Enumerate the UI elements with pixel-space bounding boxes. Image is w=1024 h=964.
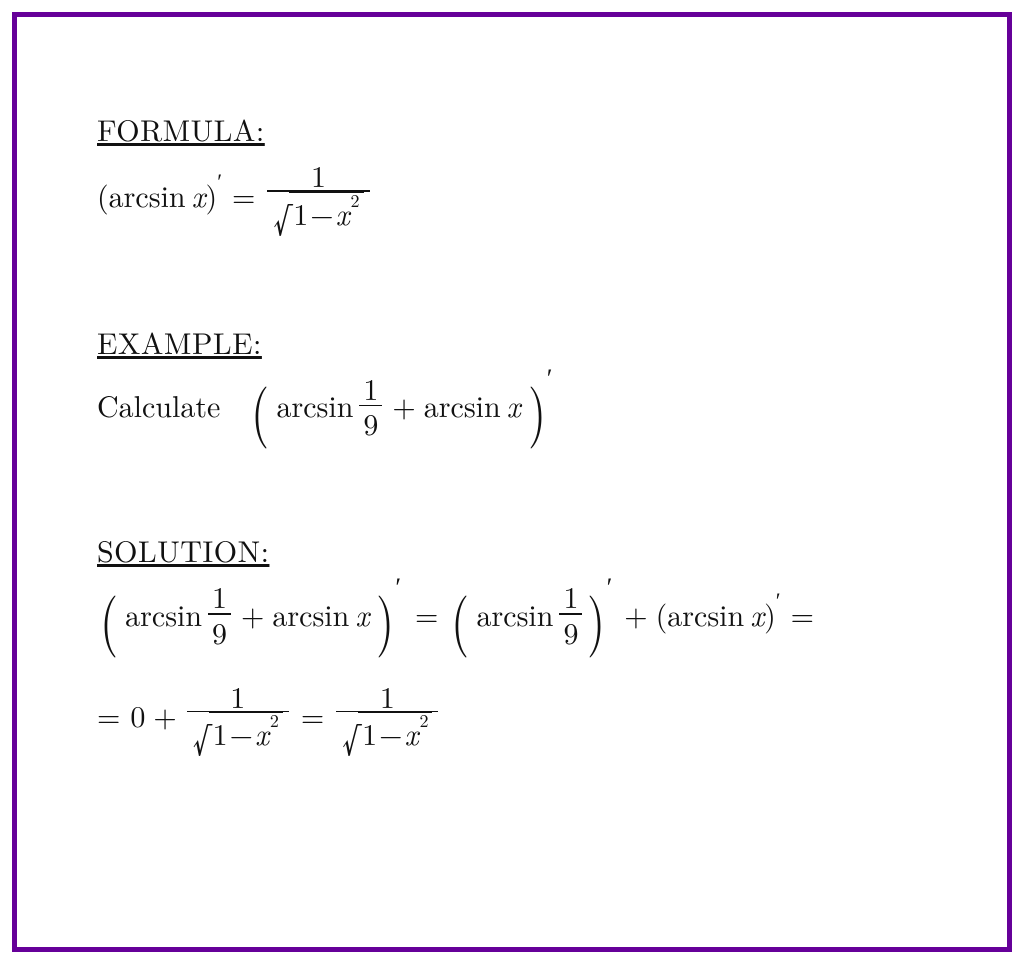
- numerator-one: 1: [311, 160, 326, 190]
- big-lparen-3: (: [451, 585, 469, 647]
- equals: =: [97, 700, 120, 730]
- equals: =: [232, 180, 255, 210]
- big-lparen-2: (: [100, 585, 118, 647]
- den-nine: 9: [363, 408, 378, 438]
- one: 1: [213, 718, 228, 748]
- solution-line-2: = 0 + 1 √ 1 − x 2: [97, 681, 927, 751]
- fraction-1-9: 1 9: [359, 373, 382, 439]
- formula-equation: ( arcsin x ) ′ = 1 √ 1 −: [97, 160, 927, 230]
- solution-block: SOLUTION: ( arcsin 1 9 + arcsin x ) ′: [97, 528, 927, 750]
- fraction-1-9: 1 9: [559, 581, 582, 647]
- big-prime-1: ′: [547, 364, 553, 390]
- x-base: x: [336, 198, 350, 228]
- num-one: 1: [363, 373, 378, 403]
- minus: −: [230, 718, 253, 748]
- den-nine: 9: [563, 617, 578, 647]
- rparen: ): [206, 180, 218, 210]
- sqrt: √ 1 − x 2: [273, 192, 363, 230]
- radical-sign: √: [193, 718, 211, 756]
- big-prime-3: ′: [607, 573, 613, 599]
- x-base: x: [405, 718, 419, 748]
- arcsin-text: arcsin: [276, 390, 353, 420]
- arcsin-text: arcsin: [109, 180, 186, 210]
- numerator-one: 1: [380, 681, 395, 711]
- den-nine: 9: [212, 617, 227, 647]
- radicand: 1 − x 2: [209, 712, 283, 750]
- rparen: ): [764, 599, 776, 629]
- num-one: 1: [212, 581, 227, 611]
- example-expression: Calculate ( arcsin 1 9 + arcsin x ) ′: [97, 373, 927, 439]
- solution-line-1: ( arcsin 1 9 + arcsin x ) ′ = (: [97, 581, 927, 647]
- big-rparen-2: ): [376, 585, 394, 647]
- one: 1: [362, 718, 377, 748]
- lparen: (: [97, 180, 109, 210]
- big-rparen-1: ): [528, 376, 546, 438]
- zero: 0: [130, 700, 145, 730]
- formula-block: FORMULA: ( arcsin x ) ′ = 1 √ 1: [97, 107, 927, 230]
- x-var: x: [355, 599, 369, 629]
- x-var: x: [507, 390, 521, 420]
- equals: =: [791, 599, 814, 629]
- fraction-1-over-sqrt: 1 √ 1 − x 2: [267, 160, 369, 230]
- big-rparen-3: ): [587, 585, 605, 647]
- example-block: EXAMPLE: Calculate ( arcsin 1 9 + arcsin…: [97, 320, 927, 439]
- fraction-1-over-sqrt: 1 √ 1 − x 2: [187, 681, 289, 751]
- radicand: 1 − x 2: [358, 712, 432, 750]
- arcsin-text: arcsin: [667, 599, 744, 629]
- fraction-1-over-sqrt: 1 √ 1 − x 2: [336, 681, 438, 751]
- arcsin-text: arcsin: [272, 599, 349, 629]
- sqrt: √ 1 − x 2: [193, 712, 283, 750]
- content-frame: FORMULA: ( arcsin x ) ′ = 1 √ 1: [12, 12, 1012, 952]
- radical-sign: √: [273, 198, 291, 236]
- equals: =: [301, 700, 324, 730]
- plus: +: [241, 599, 264, 629]
- prime: ′: [776, 589, 781, 611]
- equals: =: [415, 599, 438, 629]
- one: 1: [293, 198, 308, 228]
- minus: −: [379, 718, 402, 748]
- arcsin-text: arcsin: [477, 599, 554, 629]
- calculate-label: Calculate: [97, 390, 220, 420]
- x-var: x: [750, 599, 764, 629]
- plus: +: [153, 700, 176, 730]
- x-var: x: [192, 180, 206, 210]
- example-heading: EXAMPLE:: [97, 320, 927, 363]
- radicand: 1 − x 2: [289, 192, 363, 230]
- arcsin-text: arcsin: [424, 390, 501, 420]
- big-prime-2: ′: [395, 573, 401, 599]
- x-exp: 2: [419, 712, 428, 730]
- x-exp: 2: [270, 712, 279, 730]
- x-exp: 2: [351, 192, 360, 210]
- plus: +: [624, 599, 647, 629]
- prime: ′: [217, 170, 222, 192]
- fraction-1-9: 1 9: [208, 581, 231, 647]
- radical-sign: √: [342, 718, 360, 756]
- num-one: 1: [563, 581, 578, 611]
- solution-heading: SOLUTION:: [97, 528, 927, 571]
- numerator-one: 1: [230, 681, 245, 711]
- arcsin-text: arcsin: [125, 599, 202, 629]
- page: FORMULA: ( arcsin x ) ′ = 1 √ 1: [0, 0, 1024, 964]
- x-base: x: [255, 718, 269, 748]
- lparen: (: [656, 599, 668, 629]
- plus: +: [392, 390, 415, 420]
- minus: −: [310, 198, 333, 228]
- big-lparen-1: (: [251, 376, 269, 438]
- sqrt: √ 1 − x 2: [342, 712, 432, 750]
- formula-heading: FORMULA:: [97, 107, 927, 150]
